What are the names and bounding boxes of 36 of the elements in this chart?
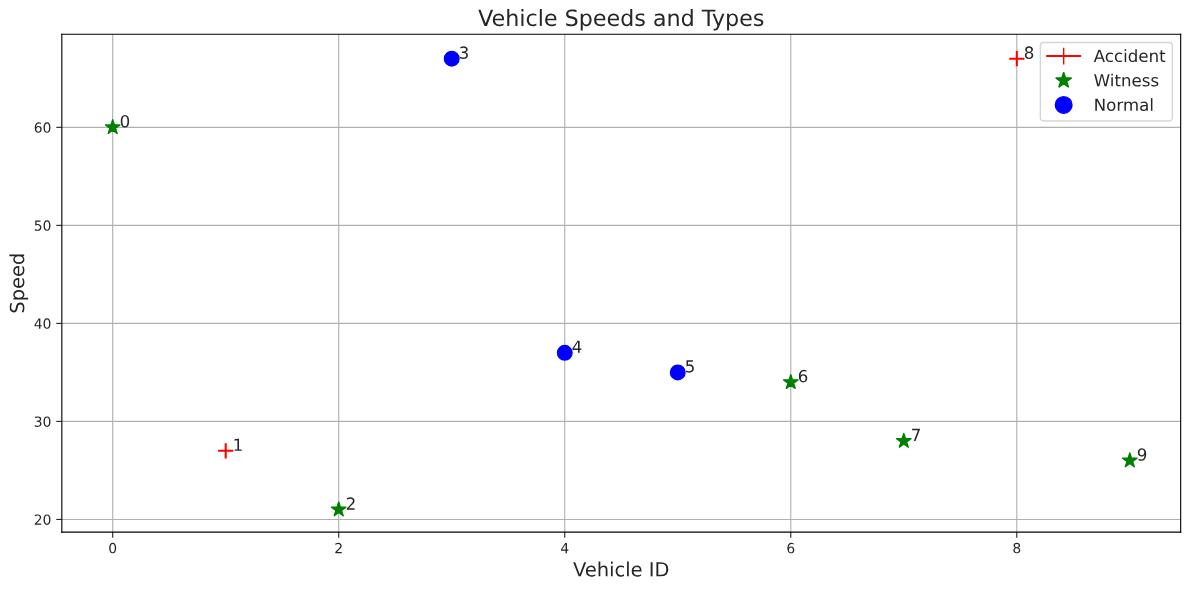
point (104, 119, 121, 135)
annotation: 5 (685, 360, 694, 373)
x-axis-title: Vehicle ID (573, 561, 669, 577)
y-tick-label: 60 (34, 122, 51, 133)
annotation: 9 (1137, 448, 1147, 461)
y-tick-label: 20 (34, 514, 51, 525)
point (669, 364, 686, 381)
point (556, 344, 573, 361)
annotation: 2 (346, 497, 355, 510)
x-tick-label: 6 (787, 542, 795, 554)
legend-label: Accident (1093, 49, 1166, 63)
x-tick-label: 4 (561, 543, 569, 554)
legend-label: Normal (1095, 98, 1153, 112)
y-tick-label: 30 (34, 416, 51, 427)
annotation: 0 (120, 114, 130, 128)
chart-title: Vehicle Speeds and Types (478, 9, 764, 31)
annotation: 8 (1024, 46, 1034, 59)
point (330, 501, 347, 517)
annotation: 4 (572, 340, 582, 353)
point (1121, 452, 1138, 468)
annotation: 6 (798, 369, 808, 383)
annotation: 7 (912, 428, 920, 442)
y-tick-label: 50 (34, 220, 51, 231)
x-tick-label: 8 (1013, 542, 1021, 554)
point (1008, 50, 1026, 68)
point (443, 50, 460, 67)
x-tick-label: 2 (335, 542, 342, 554)
y-tick-label: 40 (34, 318, 51, 329)
x-tick-label: 0 (109, 542, 117, 554)
point (895, 432, 912, 448)
y-axis-title: Speed (9, 254, 29, 313)
point (782, 373, 799, 390)
annotation: 3 (459, 46, 468, 59)
point (217, 442, 235, 460)
legend-label: Witness (1094, 73, 1159, 87)
annotation: 1 (234, 438, 242, 451)
